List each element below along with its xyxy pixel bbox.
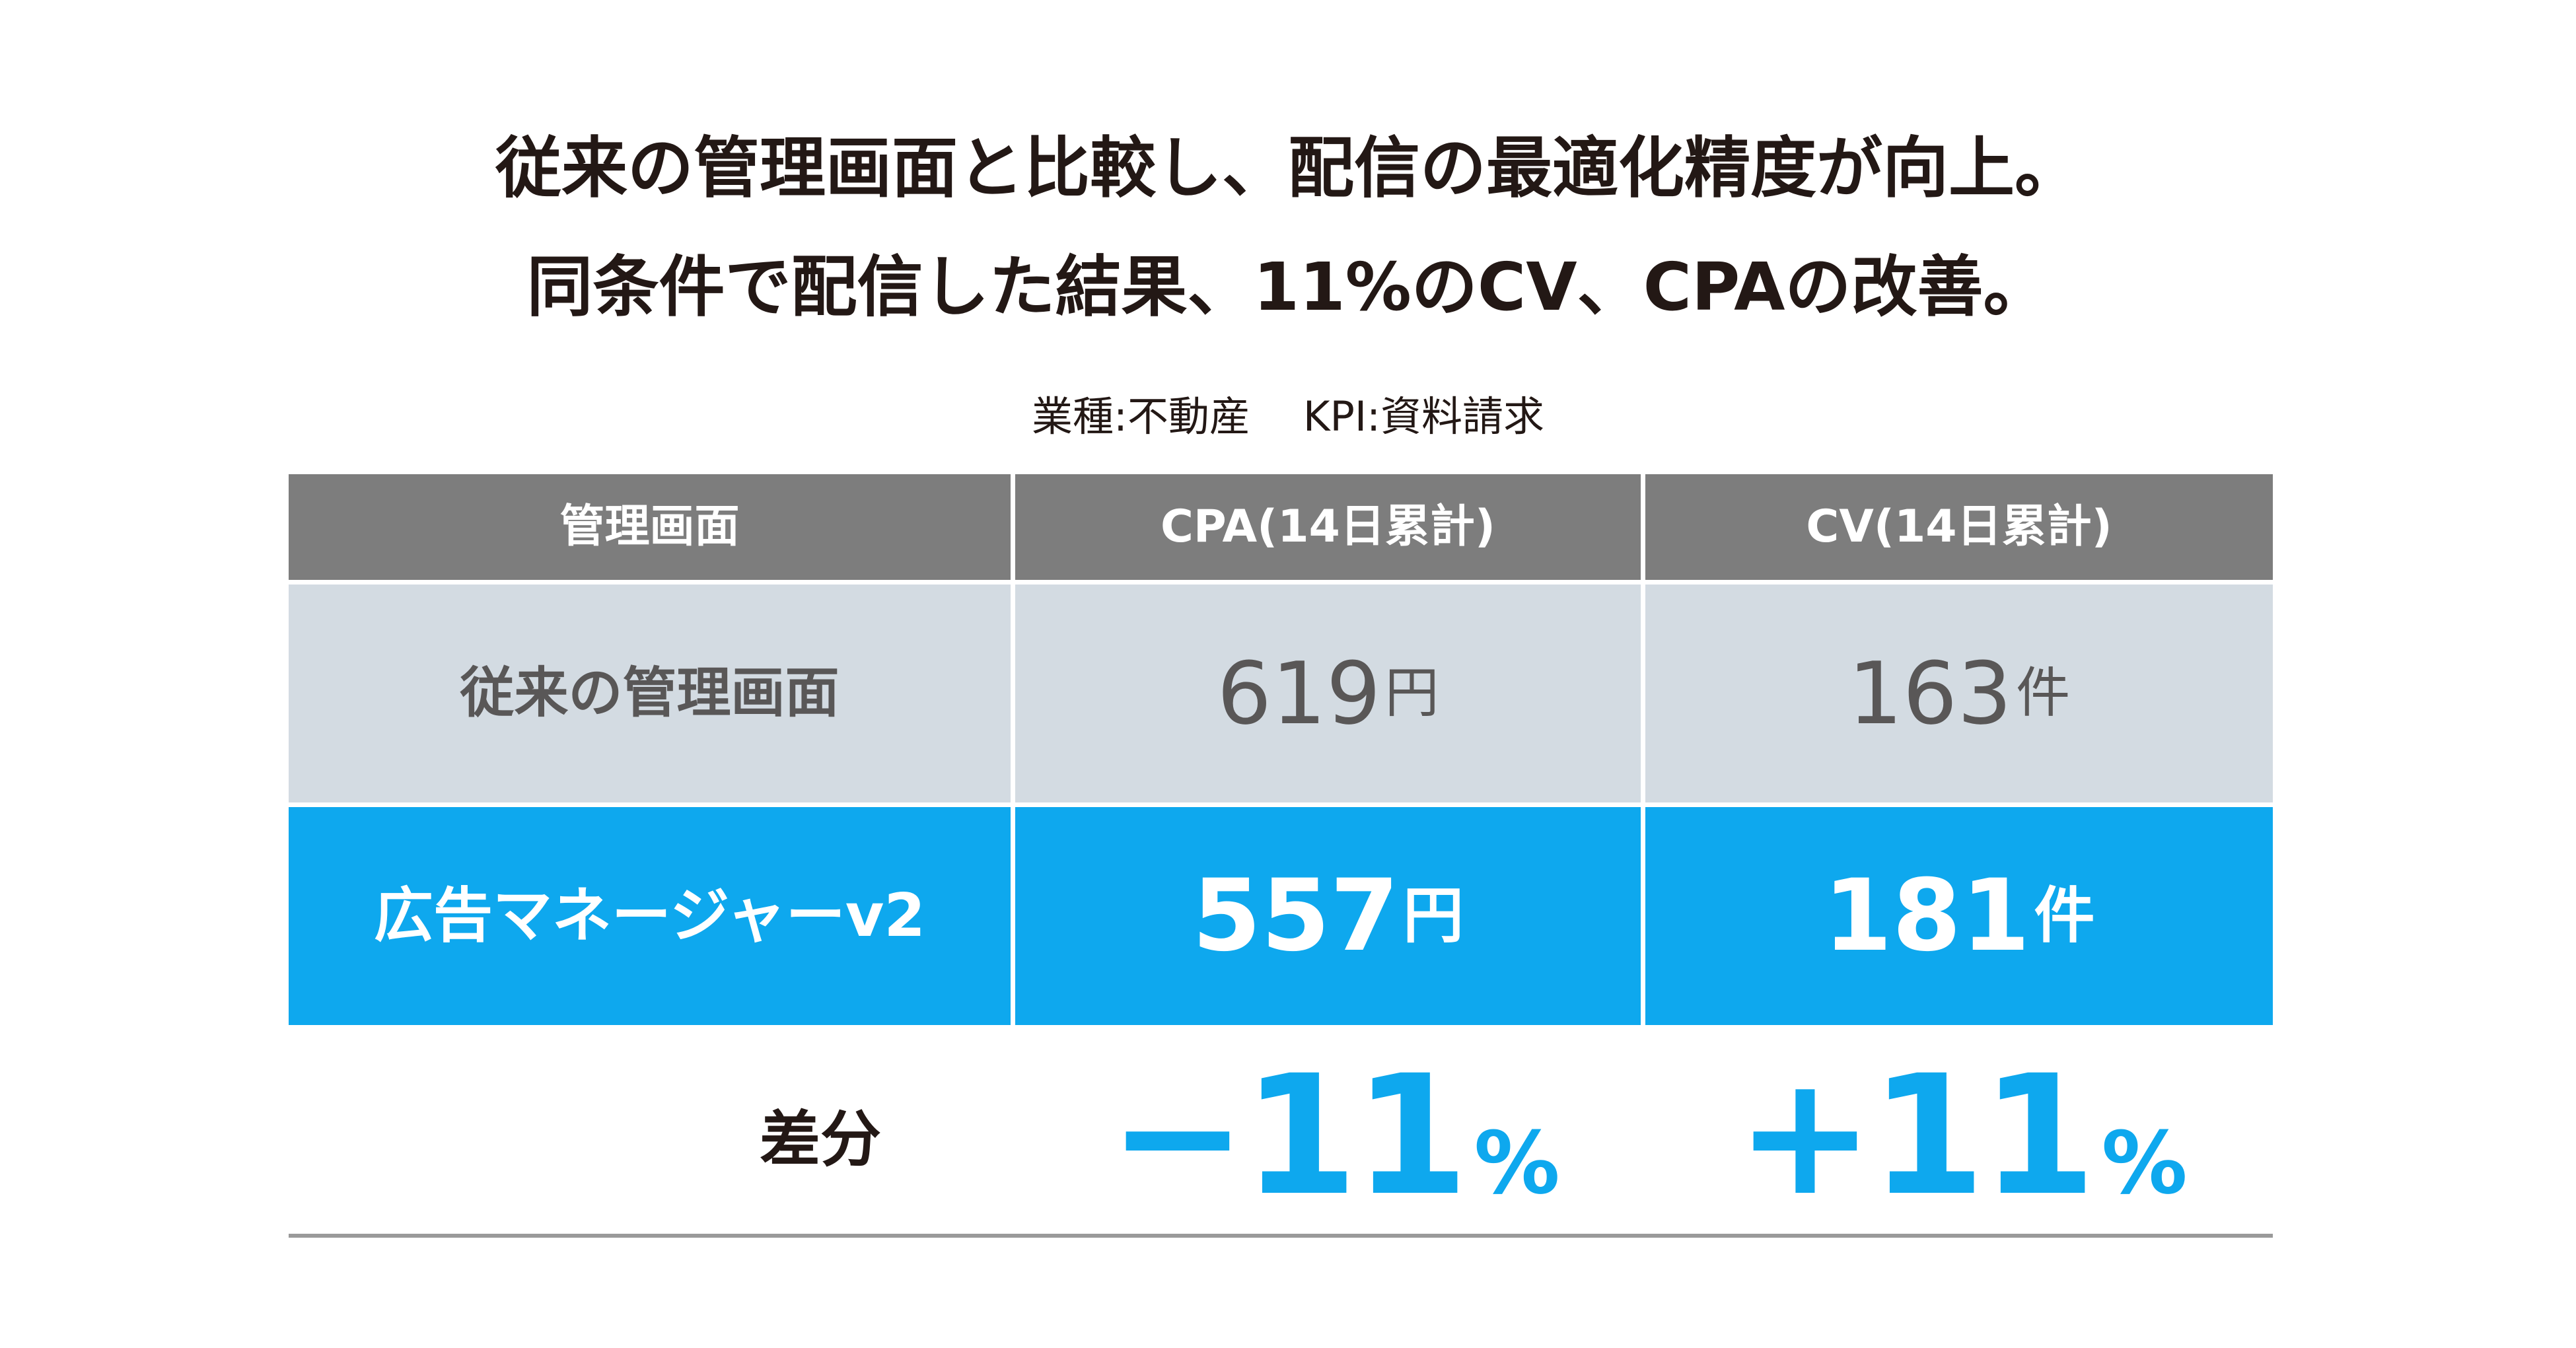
difference-cpa-value: −11 [1108,1040,1468,1232]
headline-line-2: 同条件で配信した結果、11%のCV、CPAの改善。 [526,248,2050,326]
new-cv-value: 181 [1823,859,2030,974]
cell-new-cv: 181 件 [1645,807,2273,1025]
conditions-note: 業種:不動産 KPI:資料請求 [0,396,2576,437]
legacy-cpa-unit: 円 [1384,662,1439,725]
header-cpa: CPA(14日累計) [1015,474,1641,580]
bottom-divider [289,1234,2273,1238]
difference-cpa-unit: % [1474,1113,1560,1213]
cell-legacy-cpa: 619 円 [1015,585,1641,802]
header-management-screen: 管理画面 [289,474,1011,580]
industry-label: 業種:不動産 [1031,392,1250,441]
legacy-cv-unit: 件 [2016,662,2071,725]
header-cv: CV(14日累計) [1645,474,2273,580]
cell-new-cpa: 557 円 [1015,807,1641,1025]
new-cv-unit: 件 [2034,880,2095,951]
headline-line-1: 従来の管理画面と比較し、配信の最適化精度が向上。 [495,129,2081,207]
kpi-label: KPI:資料請求 [1303,392,1545,441]
difference-cpa: −11% [1037,1053,1631,1219]
legacy-cv-value: 163 [1847,643,2013,744]
difference-cv: +11% [1664,1053,2259,1219]
cell-legacy-cv: 163 件 [1645,585,2273,802]
new-cpa-value: 557 [1192,859,1400,974]
row-label-ads-manager-v2: 広告マネージャーv2 [289,807,1011,1025]
difference-cv-unit: % [2101,1113,2188,1213]
legacy-cpa-value: 619 [1217,643,1381,744]
row-label-legacy: 従来の管理画面 [289,585,1011,802]
difference-cv-value: +11 [1736,1040,2096,1232]
difference-label: 差分 [760,1104,882,1175]
new-cpa-unit: 円 [1403,880,1464,951]
